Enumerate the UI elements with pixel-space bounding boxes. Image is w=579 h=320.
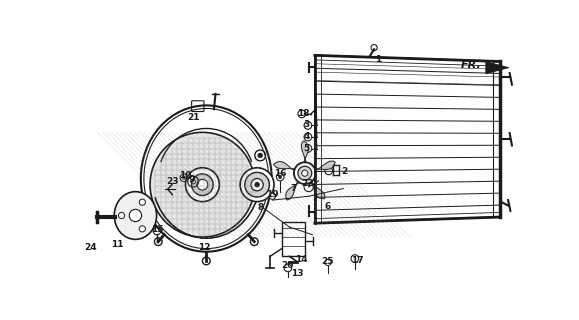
- Polygon shape: [305, 173, 325, 199]
- Polygon shape: [305, 161, 335, 173]
- Text: 12: 12: [199, 243, 211, 252]
- Text: 19: 19: [266, 190, 279, 199]
- Circle shape: [155, 238, 162, 245]
- Circle shape: [119, 212, 124, 219]
- Ellipse shape: [114, 192, 156, 239]
- Text: 13: 13: [291, 269, 303, 278]
- Circle shape: [245, 172, 269, 197]
- Circle shape: [203, 257, 210, 265]
- Circle shape: [197, 179, 208, 190]
- Circle shape: [298, 166, 312, 180]
- Circle shape: [240, 168, 274, 202]
- Text: 22: 22: [302, 179, 314, 188]
- Polygon shape: [301, 141, 309, 173]
- Circle shape: [192, 174, 213, 196]
- Bar: [282, 222, 305, 256]
- Text: 18: 18: [297, 108, 310, 117]
- Text: 15: 15: [151, 225, 163, 234]
- Circle shape: [140, 199, 145, 205]
- Text: 2: 2: [342, 167, 348, 176]
- Circle shape: [129, 209, 142, 222]
- Polygon shape: [285, 173, 305, 200]
- Text: 25: 25: [322, 257, 334, 266]
- Text: 11: 11: [112, 240, 124, 249]
- Circle shape: [258, 153, 262, 158]
- Text: 23: 23: [166, 177, 179, 186]
- Circle shape: [298, 166, 312, 180]
- Text: 3: 3: [303, 120, 310, 129]
- Circle shape: [302, 170, 308, 176]
- Text: 20: 20: [282, 261, 294, 270]
- Circle shape: [182, 176, 185, 179]
- Text: FR.: FR.: [461, 60, 482, 70]
- Text: 10: 10: [179, 171, 192, 180]
- Text: 8: 8: [258, 203, 264, 212]
- Polygon shape: [274, 162, 305, 173]
- Text: 24: 24: [85, 243, 97, 252]
- Circle shape: [269, 193, 276, 199]
- Circle shape: [294, 162, 316, 184]
- Text: 21: 21: [187, 113, 199, 122]
- Circle shape: [278, 175, 282, 179]
- Circle shape: [150, 132, 255, 237]
- Polygon shape: [486, 61, 509, 74]
- Text: 9: 9: [188, 175, 195, 184]
- Text: 4: 4: [303, 132, 310, 141]
- Text: 16: 16: [274, 169, 287, 178]
- Circle shape: [140, 226, 145, 232]
- Text: 7: 7: [290, 184, 296, 193]
- Circle shape: [294, 162, 316, 184]
- Circle shape: [251, 238, 258, 245]
- Text: 6: 6: [325, 202, 331, 211]
- Text: 14: 14: [295, 255, 308, 264]
- Text: 1: 1: [375, 55, 381, 64]
- Circle shape: [255, 182, 259, 187]
- Text: 5: 5: [303, 144, 310, 153]
- Circle shape: [302, 170, 308, 176]
- Text: 17: 17: [351, 256, 364, 265]
- Circle shape: [251, 179, 263, 191]
- Circle shape: [185, 168, 219, 202]
